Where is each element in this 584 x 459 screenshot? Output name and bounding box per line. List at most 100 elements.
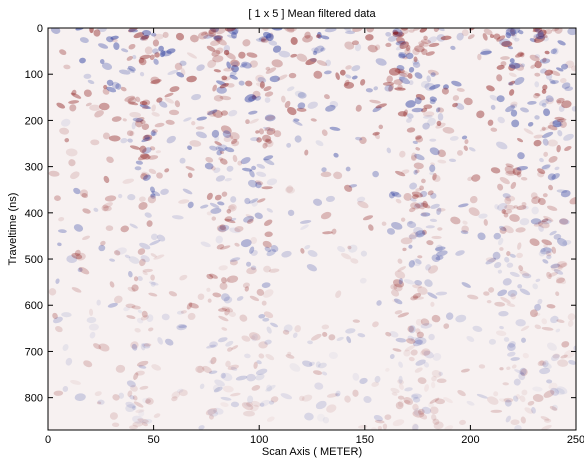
texture-blob xyxy=(552,120,562,128)
texture-blob xyxy=(124,254,131,259)
texture-blob xyxy=(410,202,421,210)
texture-blob xyxy=(329,126,341,131)
texture-blob xyxy=(553,233,562,240)
texture-blob xyxy=(158,45,164,52)
texture-blob xyxy=(151,131,158,136)
texture-blob xyxy=(505,105,515,113)
texture-blob xyxy=(226,165,234,172)
texture-blob xyxy=(234,226,244,233)
texture-blob xyxy=(250,404,259,412)
texture-blob xyxy=(351,75,358,80)
texture-blob xyxy=(246,52,258,58)
texture-blob xyxy=(411,191,423,198)
texture-blob xyxy=(483,219,488,226)
texture-blob xyxy=(398,70,409,75)
texture-blob xyxy=(60,118,71,127)
texture-blob xyxy=(127,65,136,72)
texture-blob xyxy=(189,34,199,43)
texture-blob xyxy=(537,298,543,305)
texture-blob xyxy=(135,409,145,413)
texture-blob xyxy=(532,386,543,392)
texture-blob xyxy=(500,61,507,67)
texture-blob xyxy=(394,310,403,315)
texture-blob xyxy=(203,34,215,39)
texture-blob xyxy=(408,325,416,334)
texture-blob xyxy=(413,227,424,236)
texture-blob xyxy=(259,399,270,407)
texture-blob xyxy=(138,410,145,417)
texture-blob xyxy=(131,305,141,310)
texture-blob xyxy=(552,47,559,55)
texture-blob xyxy=(150,76,161,85)
texture-blob xyxy=(262,317,270,322)
texture-blob xyxy=(214,194,222,201)
texture-blob xyxy=(285,186,295,194)
texture-blob xyxy=(215,235,223,244)
texture-blob xyxy=(533,139,542,147)
texture-blob xyxy=(363,396,372,403)
texture-blob xyxy=(385,331,392,337)
texture-blob xyxy=(106,156,114,163)
texture-blob xyxy=(227,364,239,371)
texture-blob xyxy=(546,205,558,211)
texture-blob xyxy=(388,67,401,76)
texture-blob xyxy=(351,65,361,72)
texture-blob xyxy=(427,265,439,274)
texture-blob xyxy=(497,269,503,274)
texture-blob xyxy=(432,174,441,182)
texture-blob xyxy=(521,337,526,343)
texture-blob xyxy=(348,184,358,188)
texture-blob xyxy=(249,335,256,340)
texture-blob xyxy=(130,341,139,349)
texture-blob xyxy=(248,198,259,204)
texture-blob xyxy=(261,300,267,306)
texture-blob xyxy=(129,111,142,118)
texture-blob xyxy=(179,274,188,281)
texture-blob xyxy=(514,37,520,42)
texture-blob xyxy=(337,246,346,253)
texture-blob xyxy=(419,413,428,420)
texture-blob xyxy=(300,224,309,230)
texture-blob xyxy=(329,100,339,108)
texture-blob xyxy=(296,53,308,62)
texture-blob xyxy=(110,35,119,40)
texture-blob xyxy=(244,286,250,292)
texture-blob xyxy=(128,43,136,50)
texture-blob xyxy=(227,347,233,352)
texture-blob xyxy=(206,192,213,200)
texture-blob xyxy=(129,425,138,430)
texture-blob xyxy=(89,308,94,316)
texture-blob xyxy=(293,118,300,122)
texture-blob xyxy=(142,147,152,154)
texture-blob xyxy=(127,97,137,105)
texture-blob xyxy=(99,59,105,64)
texture-blob xyxy=(507,45,514,50)
texture-blob xyxy=(63,64,71,70)
texture-blob xyxy=(265,66,271,71)
texture-blob xyxy=(126,315,136,319)
texture-blob xyxy=(243,402,252,408)
texture-blob xyxy=(422,229,427,235)
texture-blob xyxy=(385,367,390,372)
texture-blob xyxy=(141,99,151,106)
texture-blob xyxy=(422,122,430,130)
texture-blob xyxy=(557,262,567,269)
texture-blob xyxy=(111,422,120,428)
texture-blob xyxy=(216,38,227,46)
texture-blob xyxy=(506,366,511,370)
texture-blob xyxy=(414,367,423,373)
texture-blob xyxy=(62,386,69,392)
texture-blob xyxy=(221,293,230,302)
texture-blob xyxy=(109,281,115,288)
texture-blob xyxy=(415,359,426,366)
texture-blob xyxy=(560,354,568,359)
texture-blob xyxy=(372,131,380,136)
texture-blob xyxy=(120,225,129,233)
texture-blob xyxy=(408,80,414,86)
texture-blob xyxy=(263,155,274,161)
x-axis-label: Scan Axis ( METER) xyxy=(262,446,362,458)
texture-blob xyxy=(251,400,261,407)
texture-blob xyxy=(142,268,154,273)
texture-blob xyxy=(511,119,520,128)
texture-blob xyxy=(559,218,570,225)
